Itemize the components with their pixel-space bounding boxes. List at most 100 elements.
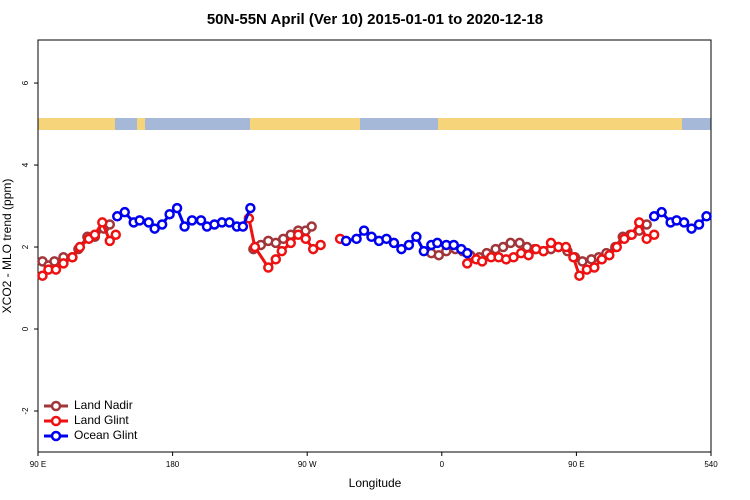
data-point: [143, 217, 154, 228]
data-point: [278, 233, 289, 245]
data-point: [619, 233, 630, 245]
data-point: [351, 233, 362, 245]
data-point: [411, 231, 422, 243]
ocean-band: [682, 118, 711, 130]
data-point: [589, 262, 600, 273]
data-point: [306, 221, 317, 232]
data-point: [648, 229, 660, 240]
data-point: [388, 237, 400, 249]
data-point: [418, 245, 430, 257]
data-point: [67, 252, 78, 263]
data-point: [104, 235, 116, 247]
data-point: [604, 249, 615, 261]
data-point: [523, 249, 534, 261]
y-tick-label: 4: [21, 162, 30, 167]
y-tick-label: 2: [21, 244, 30, 249]
data-point: [292, 229, 304, 240]
data-point: [237, 221, 249, 232]
data-point: [97, 217, 108, 228]
data-point: [307, 243, 319, 255]
data-point: [508, 252, 519, 263]
data-point: [432, 237, 443, 249]
data-point: [276, 245, 288, 257]
data-point: [112, 211, 123, 222]
x-tick-label: 180: [166, 460, 180, 469]
legend-label: Ocean Glint: [74, 428, 138, 442]
x-axis-label: Longitude: [349, 476, 402, 490]
ocean-band: [145, 118, 250, 130]
data-point: [568, 252, 579, 263]
data-point: [396, 243, 407, 255]
data-point: [179, 221, 190, 232]
data-point: [164, 208, 175, 220]
data-point: [596, 254, 608, 265]
data-point: [285, 237, 296, 249]
ocean-band: [360, 118, 438, 130]
x-tick-label: 0: [440, 460, 445, 469]
data-point: [110, 229, 122, 240]
data-point: [577, 256, 588, 267]
data-point: [514, 237, 525, 249]
data-point: [37, 270, 48, 281]
data-point: [270, 254, 282, 265]
data-point: [186, 215, 198, 226]
x-tick-label: 90 E: [568, 460, 584, 469]
legend-marker: [50, 430, 62, 442]
data-point: [461, 258, 473, 269]
data-point: [49, 256, 60, 267]
data-point: [50, 264, 62, 275]
data-point: [149, 223, 160, 234]
data-point: [476, 256, 488, 267]
x-tick-label: 540: [704, 460, 718, 469]
data-point: [249, 241, 261, 253]
data-point: [633, 217, 645, 228]
legend-marker: [50, 400, 62, 412]
data-point: [560, 241, 572, 253]
chart-title: 50N-55N April (Ver 10) 2015-01-01 to 202…: [207, 11, 543, 28]
data-point: [315, 239, 326, 251]
data-point: [678, 217, 690, 228]
data-point: [701, 211, 712, 222]
x-tick-label: 90 W: [298, 460, 317, 469]
data-point: [574, 270, 585, 281]
data-point: [224, 217, 235, 228]
data-point: [433, 249, 445, 261]
plot-frame: [37, 39, 712, 453]
data-point: [58, 258, 69, 269]
data-point: [195, 215, 207, 226]
y-tick-label: -2: [21, 407, 30, 415]
data-point: [648, 211, 660, 222]
land-ocean-mask: [38, 118, 711, 130]
x-tick-label: 90 E: [30, 460, 46, 469]
data-point: [497, 241, 509, 253]
data-point: [263, 262, 274, 273]
data-point: [693, 219, 705, 230]
legend-marker: [50, 415, 62, 427]
data-point: [358, 225, 370, 236]
data-point: [171, 202, 183, 214]
data-point: [538, 245, 549, 257]
data-point: [545, 237, 557, 249]
data-point: [270, 237, 282, 249]
y-tick-label: 6: [21, 80, 30, 85]
series-line: [247, 218, 322, 270]
data-point: [403, 239, 415, 251]
data-point: [245, 202, 256, 214]
data-point: [641, 233, 652, 245]
y-tick-label: 0: [21, 326, 30, 331]
data-point: [119, 206, 130, 218]
data-point: [626, 229, 637, 240]
data-point: [74, 241, 86, 253]
data-point: [300, 233, 311, 245]
legend-label: Land Nadir: [74, 398, 133, 412]
data-point: [366, 231, 377, 243]
data-point: [156, 219, 168, 230]
data-point: [134, 215, 145, 226]
data-point: [611, 241, 623, 253]
y-axis-label: XCO2 - MLO trend (ppm): [0, 179, 14, 314]
data-point: [381, 233, 392, 245]
data-point: [461, 247, 473, 259]
legend-label: Land Glint: [74, 413, 129, 427]
data-point: [656, 206, 667, 218]
